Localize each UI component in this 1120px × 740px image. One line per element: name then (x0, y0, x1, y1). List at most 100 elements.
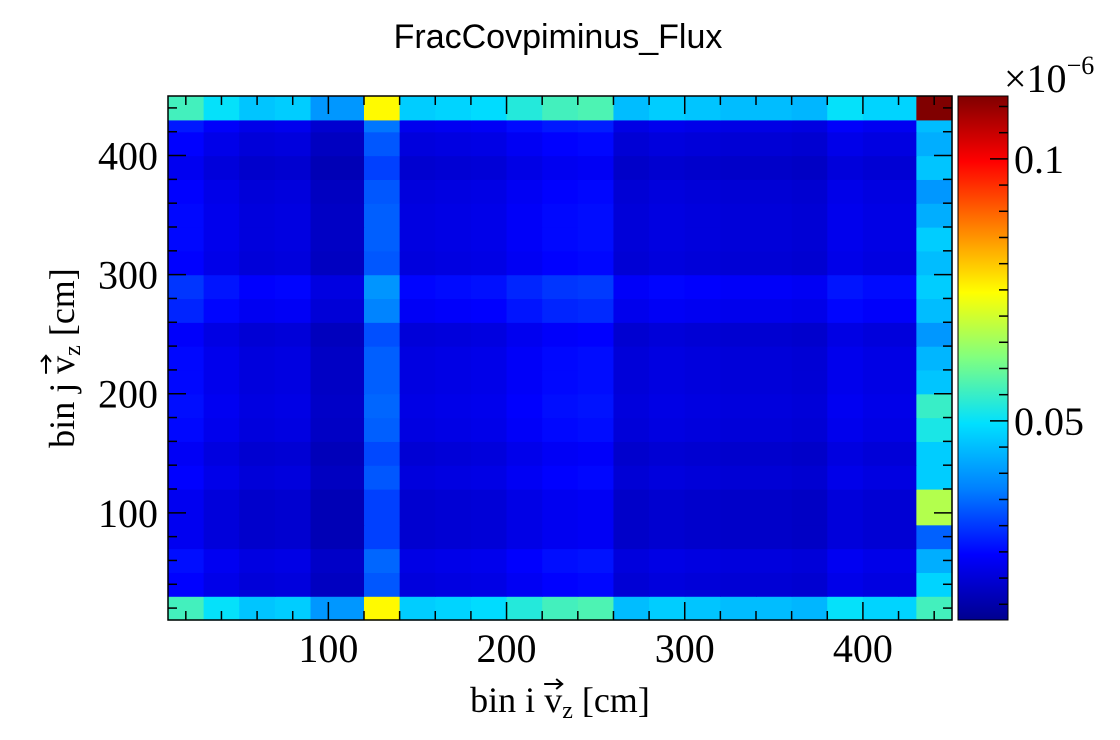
heatmap-cell (791, 465, 828, 490)
heatmap-cell (274, 322, 312, 347)
heatmap-cell (203, 346, 240, 371)
x-axis-label: bin i vz [cm] (470, 678, 650, 724)
heatmap-cell (168, 119, 205, 133)
heatmap-cell (649, 369, 686, 395)
heatmap-cell (506, 369, 543, 395)
heatmap-cell (577, 203, 615, 228)
heatmap-cell (720, 417, 757, 442)
heatmap-cell (613, 96, 650, 121)
heatmap-cell (791, 441, 828, 466)
heatmap-cell (399, 119, 436, 133)
heatmap-cell (399, 417, 436, 442)
heatmap-cell (542, 548, 579, 573)
heatmap-cell (310, 572, 365, 597)
heatmap-cell (239, 298, 276, 323)
heatmap-cell (364, 203, 401, 228)
heatmap-cell (203, 203, 240, 228)
heatmap-cell (399, 227, 436, 252)
heatmap-cell (577, 369, 615, 395)
heatmap-cell (470, 203, 508, 228)
heatmap-cell (239, 274, 276, 300)
heatmap-cell (542, 274, 579, 300)
heatmap-cell (613, 203, 650, 228)
heatmap-cell (203, 274, 240, 300)
heatmap-cell (203, 465, 240, 490)
heatmap-cell (862, 322, 900, 347)
heatmap-cell (168, 131, 205, 157)
heatmap-cell (916, 465, 953, 490)
heatmap-cell (898, 572, 917, 597)
heatmap-cell (684, 596, 721, 621)
heatmap-cell (435, 489, 472, 526)
heatmap-cell (862, 179, 900, 204)
heatmap-cell (364, 119, 401, 133)
heatmap-cell (684, 393, 721, 419)
heatmap-cell (684, 465, 721, 490)
heatmap-cell (274, 179, 312, 204)
heatmap-cell (898, 322, 917, 347)
heatmap-cell (898, 179, 917, 204)
heatmap-cell (506, 417, 543, 442)
heatmap-cell (613, 393, 650, 419)
heatmap-cell (542, 596, 579, 621)
heatmap-cell (274, 524, 312, 550)
heatmap-cell (649, 441, 686, 466)
heatmap-cell (470, 369, 508, 395)
palette-tick-label: 0.1 (1014, 137, 1064, 182)
heatmap-cell (684, 369, 721, 395)
heatmap-cell (506, 96, 543, 121)
heatmap-cell (239, 322, 276, 347)
heatmap-cell (720, 203, 757, 228)
heatmap-cell (168, 274, 205, 300)
heatmap-cell (274, 441, 312, 466)
heatmap-cell (399, 250, 436, 276)
heatmap-cell (916, 369, 953, 395)
heatmap-cell (310, 417, 365, 442)
heatmap-cell (756, 369, 793, 395)
heatmap-cell (470, 465, 508, 490)
heatmap-cell (916, 346, 953, 371)
heatmap-cell (203, 227, 240, 252)
heatmap-cell (862, 227, 900, 252)
heatmap-cell (756, 572, 793, 597)
heatmap-cell (577, 441, 615, 466)
heatmap-cell (364, 417, 401, 442)
heatmap-cell (649, 96, 686, 121)
heatmap-cell (862, 155, 900, 180)
heatmap-cell (898, 548, 917, 573)
heatmap-cell (506, 155, 543, 180)
heatmap-cell (577, 250, 615, 276)
heatmap-cell (310, 274, 365, 300)
heatmap-cell (203, 131, 240, 157)
heatmap-cell (239, 203, 276, 228)
chart-title: FracCovpiminus_Flux (394, 18, 723, 56)
heatmap-cell (542, 155, 579, 180)
heatmap-cell (310, 346, 365, 371)
heatmap-cell (542, 417, 579, 442)
y-axis-label: bin j vz [cm] (40, 268, 86, 448)
heatmap-cell (168, 441, 205, 466)
heatmap-cell (435, 417, 472, 442)
vector-arrow-icon (544, 678, 564, 690)
heatmap-cell (791, 596, 828, 621)
heatmap-cell (862, 417, 900, 442)
heatmap-cell (470, 131, 508, 157)
heatmap-cell (898, 596, 917, 621)
heatmap-cell (399, 548, 436, 573)
heatmap-cell (756, 548, 793, 573)
heatmap-cell (720, 96, 757, 121)
heatmap-cell (898, 227, 917, 252)
heatmap-cell (542, 524, 579, 550)
heatmap-cell (720, 369, 757, 395)
heatmap-cell (203, 393, 240, 419)
heatmap-cell (577, 131, 615, 157)
heatmap-cell (542, 203, 579, 228)
heatmap-cell (862, 203, 900, 228)
heatmap-cell (310, 298, 365, 323)
heatmap-cell (720, 227, 757, 252)
heatmap-cell (720, 346, 757, 371)
heatmap-cell (613, 524, 650, 550)
heatmap-cell (862, 465, 900, 490)
heatmap-cell (916, 119, 953, 133)
heatmap-cell (827, 274, 864, 300)
